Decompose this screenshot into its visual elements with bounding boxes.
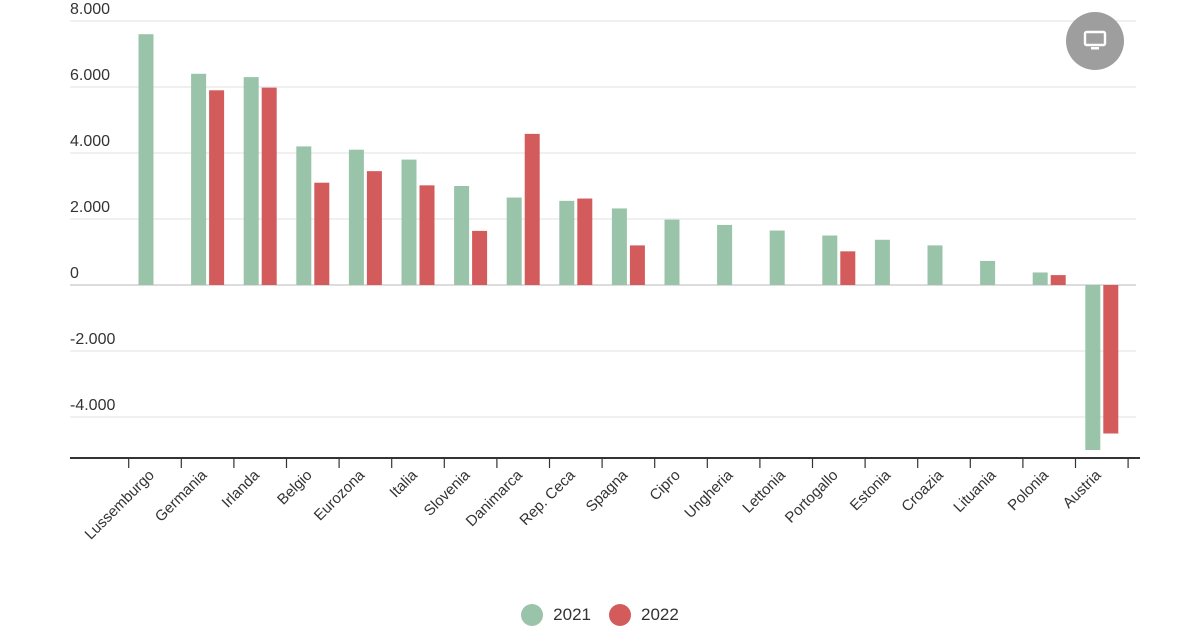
x-tick-label: Lettonia (739, 466, 789, 516)
bar-2021-belgio[interactable] (296, 146, 312, 285)
y-tick-label: 8.000 (70, 1, 110, 18)
y-tick-label: -2.000 (70, 331, 115, 348)
x-tick-label: Slovenia (421, 466, 474, 519)
bar-2022-germania[interactable] (209, 90, 225, 285)
bar-2022-danimarca[interactable] (524, 133, 540, 285)
legend: 2021 2022 (0, 598, 1200, 632)
x-tick-label: Danimarca (463, 466, 527, 530)
fullscreen-button[interactable] (1066, 12, 1124, 70)
x-tick-label: Belgio (274, 467, 316, 509)
bar-2021-danimarca[interactable] (506, 197, 522, 285)
bar-2022-spagna[interactable] (629, 245, 645, 285)
x-tick-label: Germania (152, 466, 211, 525)
bar-2021-slovenia[interactable] (454, 186, 470, 285)
x-tick-label: Lussemburgo (82, 467, 158, 543)
y-tick-label: 2.000 (70, 199, 110, 216)
x-tick-label: Portogallo (782, 467, 842, 527)
y-tick-label: 6.000 (70, 67, 110, 84)
x-tick-label: Cipro (646, 467, 683, 504)
bar-2021-rep-ceca[interactable] (559, 200, 575, 285)
bar-2022-portogallo[interactable] (840, 251, 856, 285)
bar-2021-ungheria[interactable] (717, 224, 733, 285)
y-tick-label: 4.000 (70, 133, 110, 150)
bar-2022-rep-ceca[interactable] (577, 198, 593, 285)
bar-2021-croazia[interactable] (927, 245, 943, 285)
bar-2021-cipro[interactable] (664, 219, 680, 285)
x-tick-label: Spagna (583, 466, 632, 515)
bar-2021-lettonia[interactable] (769, 230, 785, 285)
x-axis (70, 457, 1140, 468)
bar-2022-slovenia[interactable] (472, 230, 488, 285)
bar-2021-italia[interactable] (401, 159, 417, 285)
y-axis-ticks: 8.000 6.000 4.000 2.000 0 -2.000 -4.000 (70, 1, 115, 414)
bar-2021-lussemburgo[interactable] (138, 34, 154, 286)
legend-swatch-2022 (609, 604, 631, 626)
bar-2022-polonia[interactable] (1050, 275, 1066, 285)
x-tick-label: Italia (386, 466, 421, 501)
legend-item-2021[interactable]: 2021 (521, 604, 591, 626)
bar-2022-belgio[interactable] (314, 182, 330, 285)
bar-2022-irlanda[interactable] (261, 87, 277, 285)
x-tick-label: Estonia (847, 466, 895, 514)
bar-2021-portogallo[interactable] (822, 235, 838, 286)
x-tick-label: Lituania (950, 466, 1000, 516)
bar-2021-estonia[interactable] (874, 239, 890, 285)
bar-2021-eurozona[interactable] (348, 149, 364, 285)
x-tick-label: Eurozona (311, 466, 369, 524)
y-tick-label: -4.000 (70, 397, 115, 414)
x-tick-label: Ungheria (681, 466, 737, 522)
legend-label-2021: 2021 (553, 605, 591, 624)
y-tick-label: 0 (70, 265, 79, 282)
legend-label-2022: 2022 (641, 605, 679, 624)
monitor-icon (1083, 30, 1107, 50)
x-tick-label: Croazia (898, 466, 947, 515)
bar-2021-lituania[interactable] (980, 260, 996, 285)
bar-2021-spagna[interactable] (611, 208, 627, 285)
bar-2021-austria[interactable] (1085, 285, 1101, 450)
x-tick-label: Irlanda (219, 466, 264, 511)
bar-2022-italia[interactable] (419, 185, 435, 285)
bar-2021-irlanda[interactable] (243, 77, 259, 285)
legend-item-2022[interactable]: 2022 (609, 604, 679, 626)
bar-2022-austria[interactable] (1103, 285, 1119, 434)
x-tick-label: Austria (1060, 466, 1105, 511)
grid-lines (70, 20, 1136, 418)
legend-swatch-2021 (521, 604, 544, 626)
bar-2021-germania[interactable] (191, 73, 207, 285)
bar-2022-eurozona[interactable] (366, 171, 382, 285)
bar-chart: 8.000 6.000 4.000 2.000 0 -2.000 -4.000 Lussem… (70, 1, 1140, 543)
bar-2021-polonia[interactable] (1032, 272, 1048, 285)
x-tick-label: Polonia (1005, 466, 1053, 514)
x-tick-label: Rep. Ceca (516, 466, 579, 529)
bars (138, 34, 1119, 450)
